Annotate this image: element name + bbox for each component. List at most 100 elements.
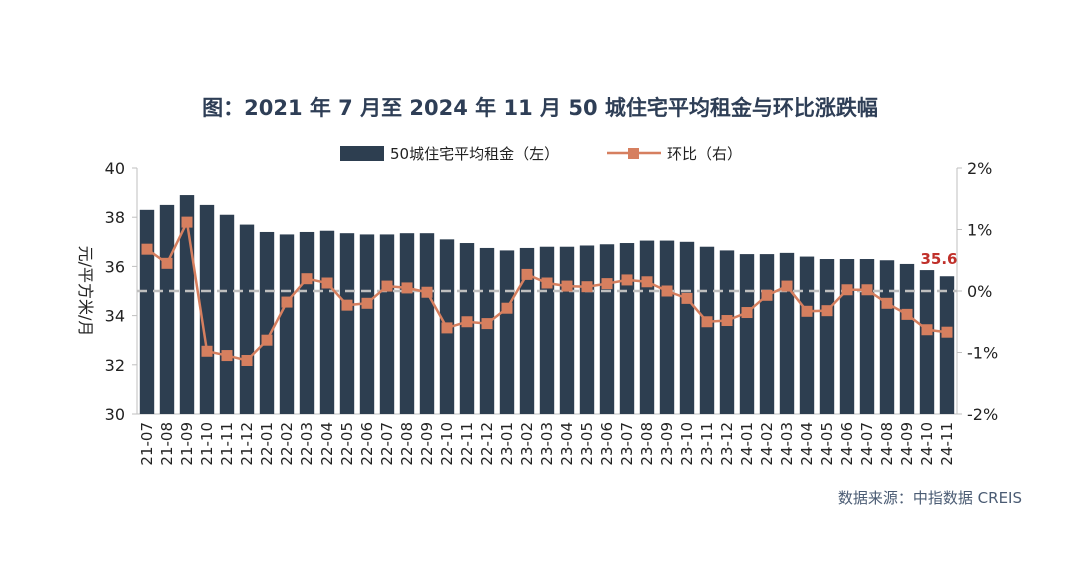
line-point	[681, 292, 693, 304]
bar	[359, 234, 375, 414]
line-point	[461, 316, 473, 328]
bar	[299, 231, 315, 414]
line-point	[901, 308, 913, 320]
axes: 30 32 34 36 38 40 -2% -1% 0% 1% 2%	[105, 159, 999, 424]
x-tick-label: 23-06	[598, 422, 616, 466]
x-tick-label: 23-04	[558, 422, 576, 466]
x-tick-label: 22-03	[298, 422, 316, 466]
x-tick-label: 24-03	[778, 422, 796, 466]
bar	[199, 204, 215, 414]
x-tick-label: 23-10	[678, 422, 696, 466]
bar	[939, 276, 955, 414]
line-point	[541, 277, 553, 289]
line-point	[521, 268, 533, 280]
line-point	[141, 243, 153, 255]
x-tick-label: 22-08	[398, 422, 416, 466]
line-point	[501, 302, 513, 314]
line-point	[841, 284, 853, 296]
bar	[759, 254, 775, 414]
bar	[699, 246, 715, 414]
x-tick-label: 24-07	[858, 422, 876, 466]
bar	[819, 259, 835, 414]
line-point	[581, 281, 593, 293]
left-tick-label: 30	[105, 405, 125, 424]
x-tick-label: 21-10	[198, 422, 216, 466]
bar	[639, 240, 655, 414]
line-point	[861, 284, 873, 296]
line-point	[801, 305, 813, 317]
bar	[479, 247, 495, 414]
bar	[899, 263, 915, 414]
x-tick-label: 22-11	[458, 422, 476, 466]
left-tick-label: 34	[105, 307, 125, 326]
bar	[519, 247, 535, 414]
x-tick-label: 24-01	[738, 422, 756, 466]
bar	[799, 256, 815, 414]
x-tick-label: 22-04	[318, 422, 336, 466]
line-point	[721, 315, 733, 327]
bar	[279, 234, 295, 414]
legend: 50城住宅平均租金（左） 环比（右）	[340, 145, 742, 163]
bar	[399, 233, 415, 414]
x-tick-label: 21-07	[138, 422, 156, 466]
line-point	[561, 280, 573, 292]
x-tick-label: 24-08	[878, 422, 896, 466]
line-point	[481, 318, 493, 330]
x-tick-label: 23-09	[658, 422, 676, 466]
left-tick-label: 36	[105, 257, 125, 276]
x-ticks-group: 21-07 21-08 21-09 21-10 21-11 21-12 22-01 22-02…	[138, 422, 956, 466]
bar	[679, 241, 695, 414]
x-tick-label: 22-06	[358, 422, 376, 466]
bar	[259, 231, 275, 414]
right-tick-label: -2%	[967, 405, 998, 424]
x-tick-label: 22-09	[418, 422, 436, 466]
bar	[339, 233, 355, 414]
x-tick-label: 23-05	[578, 422, 596, 466]
x-tick-label: 23-02	[518, 422, 536, 466]
bar	[659, 240, 675, 414]
x-tick-label: 24-04	[798, 422, 816, 466]
x-tick-label: 24-11	[938, 422, 956, 466]
bar	[779, 252, 795, 414]
line-point	[421, 286, 433, 298]
x-tick-label: 23-11	[698, 422, 716, 466]
right-tick-label: -1%	[967, 344, 998, 363]
right-tick-label: 2%	[967, 159, 992, 178]
line-point	[821, 305, 833, 317]
x-tick-label: 21-11	[218, 422, 236, 466]
x-tick-label: 22-10	[438, 422, 456, 466]
line-point	[761, 289, 773, 301]
bar	[719, 250, 735, 414]
bar	[879, 260, 895, 414]
bar	[419, 233, 435, 414]
line-point	[941, 326, 953, 338]
bar	[159, 204, 175, 414]
bar	[379, 234, 395, 414]
x-tick-label: 24-05	[818, 422, 836, 466]
x-tick-label: 22-01	[258, 422, 276, 466]
line-point	[781, 280, 793, 292]
line-point	[661, 285, 673, 297]
line-point	[441, 322, 453, 334]
legend-line-marker	[628, 148, 639, 159]
line-point	[361, 297, 373, 309]
line-point	[741, 307, 753, 319]
line-point	[621, 274, 633, 286]
legend-bar-swatch	[340, 146, 384, 161]
line-point	[261, 334, 273, 346]
bar	[459, 243, 475, 414]
x-tick-label: 23-12	[718, 422, 736, 466]
bar	[839, 259, 855, 414]
line-point	[201, 345, 213, 357]
right-tick-label: 1%	[967, 221, 992, 240]
bar	[579, 245, 595, 414]
bar	[859, 259, 875, 414]
x-tick-label: 24-09	[898, 422, 916, 466]
line-point	[641, 276, 653, 288]
bar	[239, 224, 255, 414]
bar	[919, 270, 935, 414]
line-point	[701, 316, 713, 328]
bar	[599, 244, 615, 414]
line-point	[301, 273, 313, 285]
x-tick-label: 21-12	[238, 422, 256, 466]
